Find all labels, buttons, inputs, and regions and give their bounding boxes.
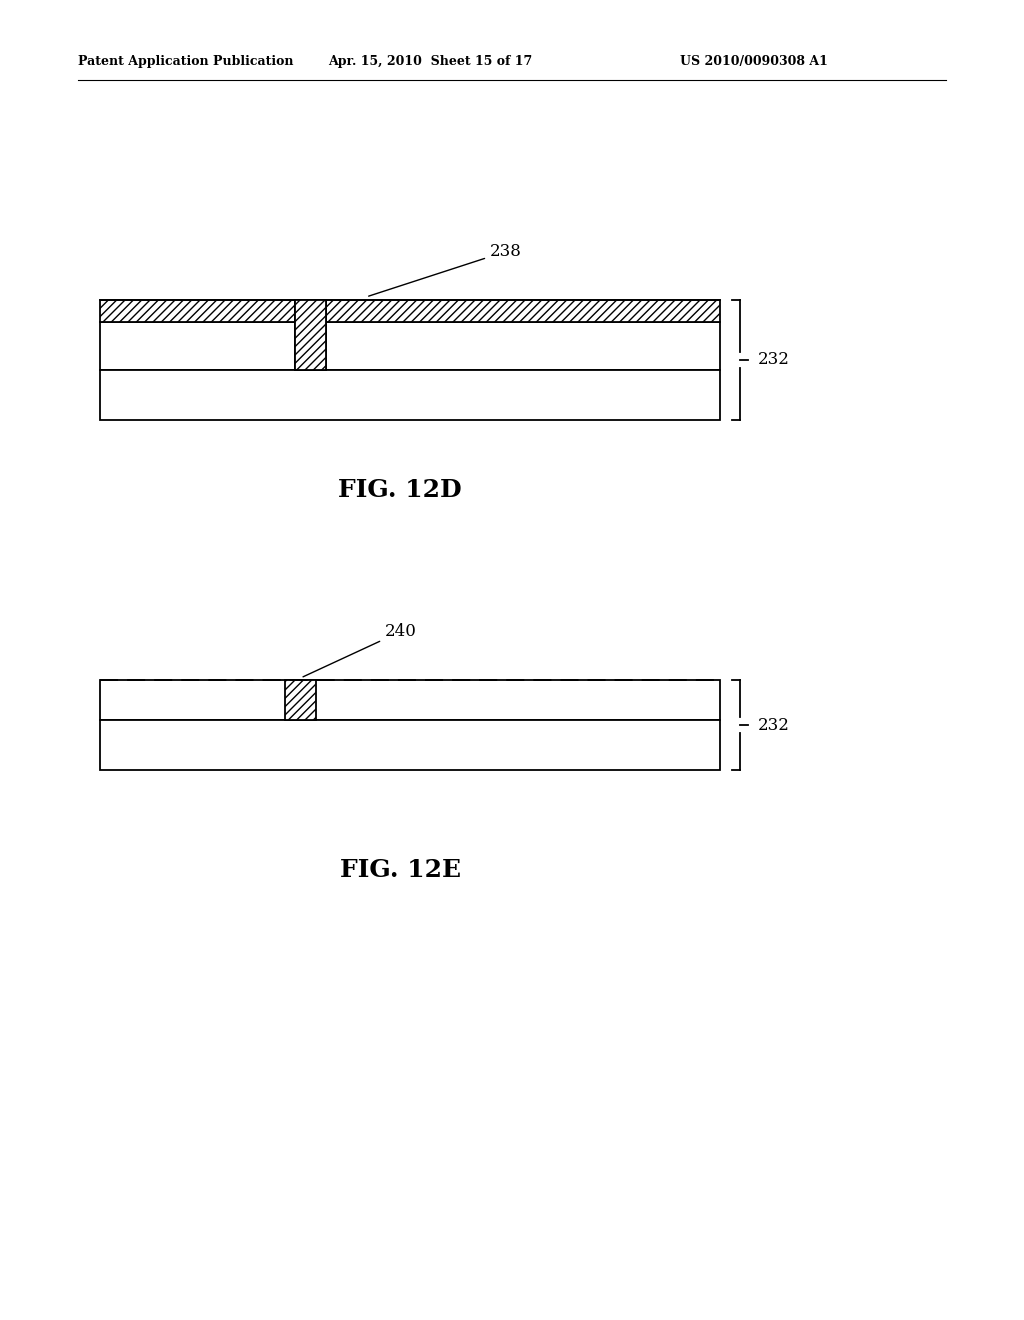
Bar	[100, 322, 720, 370]
Bar	[295, 300, 326, 370]
Text: US 2010/0090308 A1: US 2010/0090308 A1	[680, 55, 827, 69]
Text: 232: 232	[758, 351, 790, 368]
Text: FIG. 12E: FIG. 12E	[340, 858, 461, 882]
Text: 232: 232	[758, 717, 790, 734]
Text: FIG. 12D: FIG. 12D	[338, 478, 462, 502]
Text: 238: 238	[369, 243, 522, 296]
Bar	[100, 719, 720, 770]
Bar	[100, 370, 720, 420]
Bar	[100, 680, 720, 719]
Bar	[100, 300, 720, 322]
Text: Patent Application Publication: Patent Application Publication	[78, 55, 294, 69]
Bar	[295, 300, 326, 370]
Text: 240: 240	[303, 623, 417, 677]
Bar	[295, 300, 326, 310]
Bar	[285, 680, 316, 719]
Text: Apr. 15, 2010  Sheet 15 of 17: Apr. 15, 2010 Sheet 15 of 17	[328, 55, 532, 69]
